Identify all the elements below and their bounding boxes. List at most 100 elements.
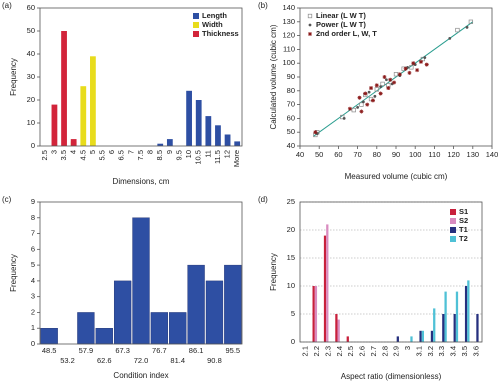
x-tick-label: 80 <box>373 150 381 159</box>
bar <box>169 312 187 345</box>
legend-swatch <box>450 236 456 242</box>
x-tick-label: 3.4 <box>449 346 458 356</box>
y-tick-label: 60 <box>287 113 295 122</box>
x-tick-label: 130 <box>467 150 480 159</box>
legend-label: T2 <box>459 234 468 243</box>
x-tick-label: 60 <box>334 150 342 159</box>
x-tick-label: 3.5 <box>59 150 68 160</box>
y-tick-label: 15 <box>287 253 295 262</box>
y-tick-label: 100 <box>282 58 295 67</box>
point <box>370 98 375 103</box>
bar <box>467 280 470 342</box>
bar <box>40 328 58 345</box>
legend-label: Length <box>202 11 227 20</box>
point <box>380 81 385 87</box>
y-tick-label: 80 <box>287 86 295 95</box>
y-tick-label: 5 <box>291 309 295 318</box>
y-tick-label: 60 <box>27 3 35 12</box>
point <box>361 100 365 104</box>
point <box>373 94 377 98</box>
bar <box>51 104 58 146</box>
bar <box>346 336 349 342</box>
plot-frame <box>39 7 243 147</box>
bar <box>224 264 242 345</box>
bar <box>187 264 205 345</box>
bar <box>77 312 95 345</box>
point <box>388 77 393 82</box>
legend-swatch <box>193 13 199 19</box>
plot-frame <box>39 201 243 345</box>
point <box>393 72 399 77</box>
y-axis-label: Calculated volume (cubic cm) <box>269 24 278 129</box>
point <box>415 68 420 73</box>
bar <box>430 330 434 342</box>
x-tick-label: 95.5 <box>226 346 241 355</box>
point <box>423 56 427 60</box>
x-tick-label: 3 <box>49 150 58 154</box>
legend-label: Linear (L W T) <box>316 11 366 20</box>
legend-label: Power (L W T) <box>316 20 366 29</box>
point <box>378 91 383 96</box>
y-tick-label: 110 <box>283 44 295 53</box>
x-tick-label: 50 <box>315 150 323 159</box>
bar <box>396 336 399 342</box>
y-tick-label: 5 <box>31 260 35 269</box>
bar <box>215 125 221 146</box>
point <box>363 91 368 96</box>
y-axis-label: Frequency <box>9 58 18 96</box>
x-tick-label: 9 <box>165 150 174 154</box>
legend-swatch <box>307 13 313 19</box>
x-tick-label: 86.1 <box>189 346 204 355</box>
x-axis-label: Condition index <box>113 371 168 380</box>
bar <box>442 314 445 342</box>
x-tick-label: 4 <box>69 150 78 154</box>
bar <box>186 90 192 146</box>
bar <box>234 141 241 146</box>
legend-label: Thickness <box>202 29 239 38</box>
plot-frame <box>299 7 493 147</box>
bar <box>421 330 424 342</box>
y-tick-label: 90 <box>287 72 295 81</box>
x-tick-label: 100 <box>409 150 422 159</box>
x-tick-label: 70 <box>353 150 361 159</box>
x-tick-label: 40 <box>296 150 304 159</box>
x-tick-label: 2.1 <box>301 346 310 356</box>
x-tick-label: 3.2 <box>426 346 435 356</box>
point <box>397 72 402 77</box>
x-tick-label: 53.2 <box>60 356 75 365</box>
point <box>359 102 364 107</box>
point <box>347 106 352 111</box>
x-tick-label: 72.0 <box>134 356 149 365</box>
x-axis-label: Measured volume (cubic cm) <box>345 172 448 181</box>
y-tick-label: 20 <box>27 95 35 104</box>
x-axis-label: Dimensions, cm <box>113 177 170 186</box>
y-tick-label: 0 <box>31 141 35 150</box>
x-tick-label: 5.5 <box>98 150 107 160</box>
bar <box>90 56 96 146</box>
y-tick-label: 25 <box>287 197 295 206</box>
bar <box>476 314 479 342</box>
point <box>351 107 356 113</box>
x-tick-label: 2.4 <box>335 346 344 356</box>
x-tick-label: 2.3 <box>323 346 332 356</box>
point <box>424 62 429 67</box>
bar <box>337 319 340 342</box>
x-tick-label: 3.3 <box>437 346 446 356</box>
point <box>382 75 387 79</box>
y-tick-label: 40 <box>287 141 295 150</box>
x-tick-label: 120 <box>447 150 460 159</box>
panel-label: (d) <box>258 195 268 204</box>
legend-swatch <box>308 23 312 27</box>
x-tick-label: 4.5 <box>78 150 87 160</box>
x-tick-label: 11.5 <box>213 150 222 164</box>
y-tick-label: 1 <box>31 323 35 332</box>
bar <box>312 286 315 342</box>
y-tick-label: 40 <box>27 49 35 58</box>
legend-swatch <box>193 22 199 28</box>
point <box>313 130 318 135</box>
bar <box>61 31 67 146</box>
bar <box>410 336 413 342</box>
point <box>403 66 408 71</box>
bar <box>113 280 132 345</box>
y-tick-label: 10 <box>287 281 295 290</box>
